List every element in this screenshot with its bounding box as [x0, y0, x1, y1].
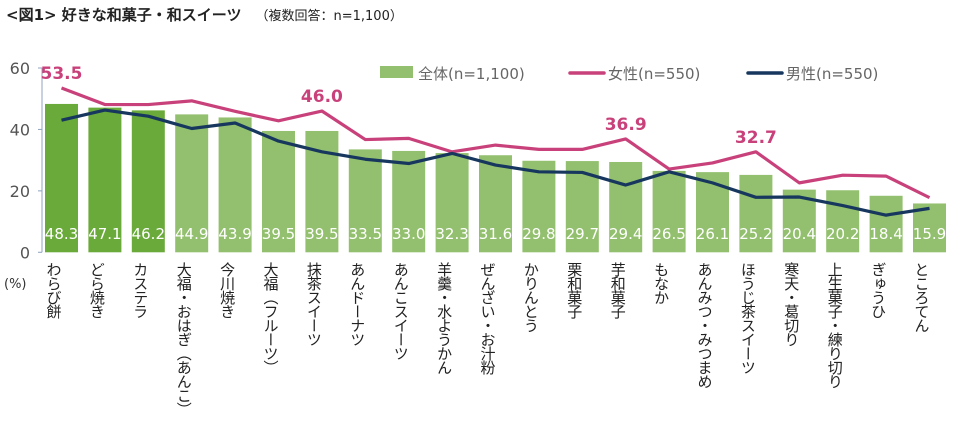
point-label: 53.5 [41, 64, 83, 84]
bar-value-label: 20.2 [826, 225, 859, 243]
bar-value-label: 43.9 [218, 225, 251, 243]
legend-label: 女性(n=550) [608, 65, 700, 83]
category-label: 栗和菓子 [565, 262, 583, 319]
y-tick-label: 20 [10, 182, 30, 201]
bar [435, 153, 469, 253]
bar-value-label: 29.4 [609, 225, 642, 243]
point-label: 36.9 [605, 115, 647, 135]
bar-value-label: 18.4 [869, 225, 902, 243]
category-label: 芋和菓子 [609, 262, 627, 319]
bar [869, 195, 903, 253]
category-label: 抹茶スイーツ [305, 262, 323, 346]
subtitle-text: （複数回答：n=1,100） [255, 9, 403, 24]
legend-label: 全体(n=1,100) [418, 65, 525, 83]
category-label: 大福（フルーツ） [262, 262, 280, 374]
bar [45, 103, 78, 253]
bar [262, 130, 295, 253]
category-label: あんみつ・みつまめ [696, 262, 714, 389]
bar [479, 155, 512, 253]
category-label: わらび餅 [45, 262, 63, 319]
category-label: カステラ [131, 262, 149, 319]
category-label: 大福・おはぎ（あんこ） [175, 262, 193, 416]
legend-swatch [380, 66, 413, 78]
bar-value-label: 29.7 [566, 225, 599, 243]
bar-value-label: 26.1 [696, 225, 729, 243]
bar [131, 110, 165, 253]
bar-value-label: 33.0 [392, 225, 425, 243]
bar [652, 170, 686, 253]
bar [88, 107, 122, 253]
y-tick-label: 60 [10, 59, 30, 78]
category-label: ぎゅうひ [869, 262, 887, 319]
category-label: ところてん [913, 262, 931, 332]
bar-value-label: 46.2 [132, 225, 165, 243]
bar [826, 190, 860, 253]
bar [522, 160, 556, 253]
bar-value-label: 20.4 [783, 225, 816, 243]
bar-value-label: 33.5 [349, 225, 382, 243]
category-label: 羊羹・水ようかん [435, 262, 453, 374]
bar-value-label: 39.5 [305, 225, 338, 243]
category-label: あんドーナツ [348, 262, 366, 346]
point-label: 46.0 [301, 87, 343, 107]
bar-value-label: 31.6 [479, 225, 512, 243]
bar-value-label: 48.3 [45, 225, 78, 243]
category-label: 寒天・葛切り [782, 261, 800, 347]
bar [175, 114, 209, 253]
bar [609, 161, 643, 253]
category-label: もなか [652, 262, 670, 305]
bar-value-label: 25.2 [739, 225, 772, 243]
y-tick-label: 0 [20, 243, 30, 262]
category-label: どら焼き [88, 262, 106, 319]
category-label: 今川焼き [218, 262, 236, 319]
chart-title: <図1> 好きな和菓子・和スイーツ （複数回答：n=1,100） [6, 4, 403, 25]
bar-value-label: 26.5 [652, 225, 685, 243]
category-label: 上生菓子・練り切り [826, 262, 844, 389]
bar-value-label: 39.5 [262, 225, 295, 243]
title-text: <図1> 好きな和菓子・和スイーツ [6, 6, 242, 24]
y-axis-label: (%) [4, 277, 27, 292]
category-label: かりんとう [522, 262, 540, 333]
category-label: あんこスイーツ [392, 262, 410, 360]
point-label: 32.7 [735, 128, 777, 148]
y-tick-label: 40 [10, 120, 30, 139]
bar [218, 117, 252, 253]
category-label: ほうじ茶スイーツ [739, 262, 757, 374]
bar [739, 174, 773, 253]
bar-value-label: 47.1 [88, 225, 121, 243]
bar-value-label: 32.3 [435, 225, 468, 243]
category-label: ぜんざい・お汁粉 [479, 262, 497, 376]
bar-value-label: 44.9 [175, 225, 208, 243]
bar [392, 150, 426, 253]
bar-value-label: 29.8 [522, 225, 555, 243]
legend-label: 男性(n=550) [786, 65, 878, 83]
bar-value-label: 15.9 [913, 225, 946, 243]
bar [348, 149, 382, 253]
